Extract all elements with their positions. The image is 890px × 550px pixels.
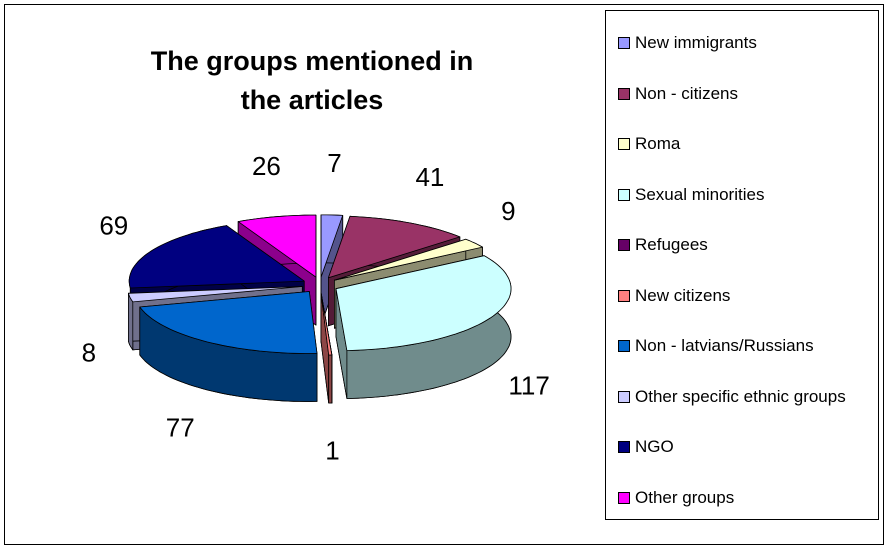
legend-item: Sexual minorities — [618, 183, 850, 207]
legend-label: Non - citizens — [635, 83, 738, 103]
legend-swatch — [618, 87, 630, 100]
data-label: 9 — [501, 196, 515, 226]
data-label: 69 — [99, 210, 128, 240]
legend-label: Non - latvians/Russians — [635, 336, 814, 355]
legend-label: Sexual minorities — [635, 184, 765, 204]
legend-swatch — [618, 138, 630, 150]
legend-swatch — [618, 340, 630, 352]
slice — [320, 292, 333, 404]
legend-label: New citizens — [635, 285, 731, 305]
legend-swatch — [618, 390, 630, 403]
data-label: 8 — [82, 338, 96, 368]
legend-item: Refugees — [618, 233, 850, 257]
data-label: 1 — [325, 436, 339, 466]
legend-swatch — [618, 239, 630, 251]
slice-side — [127, 292, 134, 351]
legend-swatch — [618, 188, 630, 201]
legend-swatch — [618, 441, 630, 453]
data-label: 7 — [327, 148, 341, 178]
legend-swatch — [618, 37, 630, 49]
slice — [335, 255, 512, 400]
legend-item: New immigrants — [618, 31, 850, 55]
legend-item: NGO — [618, 435, 850, 459]
legend-item: Non - citizens — [618, 82, 850, 106]
legend-item: New citizens — [618, 284, 850, 308]
slice — [128, 225, 305, 289]
slice-side — [328, 354, 333, 404]
legend-label: Roma — [635, 134, 681, 153]
slice — [127, 286, 303, 303]
slice — [327, 215, 461, 279]
chart-title: The groups mentioned in the articles — [150, 46, 474, 115]
slice — [333, 238, 483, 281]
data-label: 41 — [415, 162, 444, 192]
legend: New immigrants Non - citizens Roma Sexual m… — [605, 10, 879, 520]
chart-frame — [4, 4, 884, 545]
slice — [320, 292, 333, 356]
data-label: 117 — [508, 371, 549, 401]
slice — [139, 291, 318, 354]
legend-item: Other specific ethnic groups — [618, 385, 850, 409]
legend-label: Other specific ethnic groups — [635, 386, 846, 406]
legend-label: Refugees — [635, 235, 708, 254]
legend-item: Non - latvians/Russians — [618, 334, 850, 358]
legend-item: Roma — [618, 132, 850, 156]
legend-label: Other groups — [635, 487, 735, 507]
slice — [237, 214, 317, 278]
data-label: 77 — [166, 412, 195, 442]
slice — [139, 291, 318, 402]
slice — [335, 255, 512, 352]
legend-swatch — [618, 491, 630, 504]
legend-item: Other groups — [618, 486, 850, 510]
legend-label: NGO — [635, 437, 674, 456]
data-label: 26 — [252, 151, 281, 181]
legend-label: New immigrants — [635, 33, 757, 52]
pie-chart: 7 41 9 117 1 77 8 69 26 — [82, 148, 550, 466]
slice — [320, 214, 344, 278]
legend-swatch — [618, 289, 630, 302]
